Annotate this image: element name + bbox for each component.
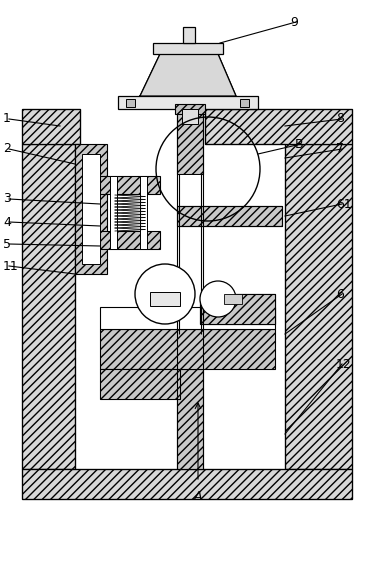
- Bar: [177, 206, 282, 226]
- Circle shape: [135, 264, 195, 324]
- Bar: [22, 109, 80, 144]
- Text: 6: 6: [336, 288, 344, 301]
- Bar: [182, 109, 198, 124]
- Bar: [126, 99, 135, 107]
- Bar: [177, 369, 203, 469]
- Circle shape: [200, 281, 236, 317]
- Text: 8: 8: [336, 112, 344, 126]
- Polygon shape: [140, 54, 236, 96]
- Bar: [153, 43, 223, 54]
- Text: A: A: [194, 490, 202, 503]
- Bar: [183, 27, 195, 43]
- Bar: [240, 99, 249, 107]
- Bar: [200, 294, 275, 324]
- Text: 9: 9: [290, 15, 298, 29]
- Text: 1: 1: [3, 112, 11, 126]
- Bar: [205, 109, 352, 144]
- Bar: [75, 144, 107, 274]
- Text: 61: 61: [336, 197, 352, 210]
- Bar: [200, 294, 275, 324]
- Bar: [100, 231, 160, 249]
- Text: B: B: [295, 138, 304, 151]
- Bar: [110, 176, 117, 249]
- Bar: [150, 292, 180, 306]
- Bar: [100, 329, 275, 369]
- Bar: [22, 469, 352, 499]
- Bar: [224, 294, 242, 304]
- Bar: [100, 369, 180, 399]
- Bar: [177, 109, 203, 174]
- Text: 3: 3: [3, 192, 11, 205]
- Bar: [175, 104, 205, 114]
- Bar: [75, 144, 285, 469]
- Bar: [118, 96, 258, 109]
- Bar: [100, 307, 275, 329]
- Text: 7: 7: [336, 143, 344, 156]
- Bar: [285, 144, 352, 469]
- Bar: [22, 144, 75, 469]
- Bar: [100, 176, 160, 194]
- Bar: [82, 154, 100, 264]
- Bar: [140, 176, 147, 249]
- Text: 2: 2: [3, 143, 11, 156]
- Text: 11: 11: [3, 259, 19, 272]
- Text: 12: 12: [336, 358, 352, 371]
- Text: 4: 4: [3, 215, 11, 228]
- Text: 5: 5: [3, 237, 11, 250]
- Bar: [179, 174, 201, 334]
- Bar: [200, 294, 275, 324]
- Polygon shape: [140, 54, 236, 96]
